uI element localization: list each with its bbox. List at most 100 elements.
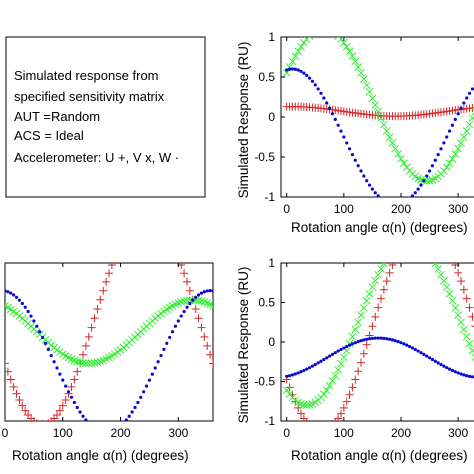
point-W-85 (52, 360, 56, 364)
point-W-80 (49, 353, 53, 358)
point-U-325 (468, 312, 474, 321)
point-W-15 (12, 293, 16, 297)
point-U-120 (351, 375, 360, 384)
point-U-330 (191, 305, 200, 314)
point-W-95 (58, 372, 62, 376)
point-W-230 (136, 400, 140, 405)
point-U-170 (99, 286, 108, 295)
y-tick-label-0: 0 (268, 335, 275, 349)
point-W-285 (168, 335, 172, 340)
point-V-160 (93, 358, 102, 367)
point-W-260 (433, 359, 437, 363)
point-W-45 (310, 79, 315, 83)
point-U-285 (166, 233, 174, 241)
point-W-155 (373, 336, 377, 340)
point-V-265 (434, 265, 442, 273)
point-W-90 (55, 366, 59, 370)
point-W-255 (430, 164, 435, 168)
point-V-325 (468, 346, 474, 355)
point-W-115 (350, 342, 355, 346)
x-tick-label-100: 100 (53, 426, 73, 440)
point-U-320 (185, 286, 194, 295)
point-V-250 (425, 176, 434, 185)
point-V-310 (460, 133, 468, 141)
point-W-145 (87, 422, 90, 425)
point-W-215 (408, 197, 411, 200)
point-V-330 (471, 353, 474, 362)
point-W-40 (26, 309, 30, 314)
point-W-355 (208, 289, 212, 293)
x-tick-label-200: 200 (391, 202, 411, 216)
point-W-65 (40, 335, 45, 340)
point-W-20 (14, 295, 19, 299)
point-W-55 (35, 324, 39, 328)
y-tick-label-1: 1 (268, 256, 275, 270)
point-U-20 (12, 389, 21, 398)
point-W-315 (465, 96, 469, 100)
point-U-160 (374, 303, 383, 312)
point-W-260 (153, 366, 157, 370)
point-W-330 (194, 295, 198, 299)
point-W-65 (322, 357, 326, 362)
point-V-195 (394, 149, 402, 158)
point-V-205 (400, 159, 408, 168)
point-U-155 (371, 312, 380, 321)
x-tick-label-0: 0 (283, 202, 290, 216)
point-W-335 (196, 293, 201, 297)
point-W-130 (78, 410, 82, 414)
point-U-35 (21, 406, 30, 415)
point-W-160 (376, 336, 380, 340)
point-U-55 (36, 419, 38, 421)
point-W-75 (327, 106, 332, 110)
point-V-70 (323, 26, 330, 33)
point-W-175 (385, 337, 389, 341)
point-W-115 (69, 395, 74, 399)
point-W-40 (307, 366, 312, 370)
point-V-320 (465, 120, 474, 129)
point-V-110 (345, 47, 354, 56)
point-W-5 (287, 374, 292, 378)
point-V-185 (389, 247, 396, 254)
point-U-125 (354, 367, 363, 376)
y-tick-label-0: 0 (268, 110, 275, 124)
point-V-320 (465, 339, 474, 348)
point-W-110 (347, 343, 352, 347)
point-V-160 (374, 270, 382, 279)
point-U-45 (308, 425, 316, 433)
point-W-130 (359, 169, 363, 173)
point-W-290 (450, 123, 455, 127)
point-W-160 (376, 194, 380, 197)
point-U-100 (339, 403, 348, 412)
point-U-30 (18, 401, 27, 410)
point-U-285 (446, 247, 454, 255)
point-V-345 (200, 298, 209, 306)
point-W-175 (105, 431, 108, 434)
x-tick-label-0: 0 (2, 426, 9, 440)
point-V-185 (388, 139, 397, 147)
ticks-top-right: 0 100 200 300 -1 -0.5 0 0.5 1 (254, 30, 468, 216)
point-V-315 (462, 127, 471, 135)
point-V-360 (209, 301, 213, 310)
point-U-240 (140, 208, 148, 216)
info-line-2: specified sensitivity matrix (14, 89, 165, 104)
point-W-240 (422, 179, 426, 183)
info-box-frame (5, 36, 206, 198)
point-W-290 (450, 368, 455, 373)
point-W-325 (191, 298, 195, 302)
point-V-60 (318, 26, 325, 33)
point-W-35 (305, 367, 309, 371)
point-W-195 (396, 340, 400, 344)
point-V-135 (360, 303, 368, 312)
x-tick-label-100: 100 (334, 202, 354, 216)
point-W-135 (362, 174, 366, 178)
point-V-120 (351, 57, 360, 66)
point-V-230 (415, 239, 422, 246)
point-U-315 (462, 294, 471, 303)
point-W-320 (467, 374, 472, 378)
y-axis-label-bottom-right: Simulated Response (RU) (236, 267, 251, 424)
point-W-305 (459, 372, 463, 376)
point-W-85 (333, 117, 337, 122)
point-W-275 (442, 141, 446, 145)
point-W-275 (442, 364, 446, 368)
point-W-145 (367, 337, 372, 341)
